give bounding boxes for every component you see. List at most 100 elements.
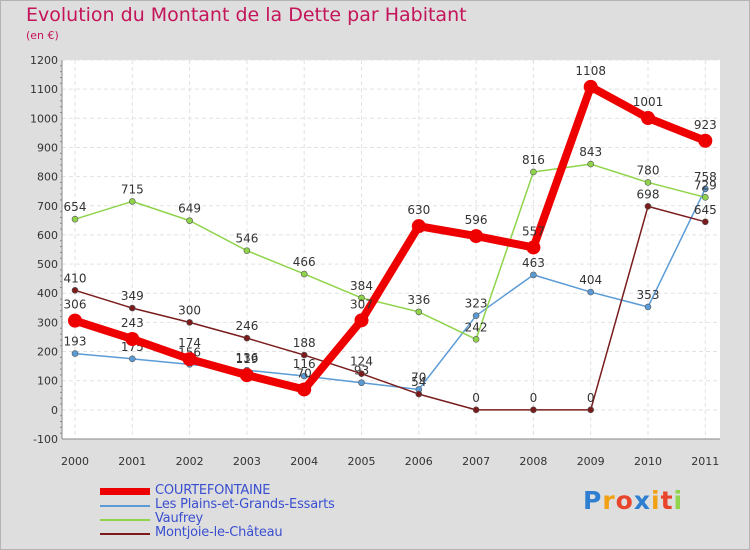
data-point	[469, 229, 484, 244]
logo-letter: i	[673, 486, 684, 515]
x-tick-label: 2003	[233, 455, 261, 468]
data-point	[530, 168, 537, 176]
y-tick-label: 900	[37, 141, 58, 154]
data-point	[129, 304, 136, 312]
y-tick-label: 400	[37, 287, 58, 300]
data-label: 596	[465, 213, 488, 227]
data-point	[472, 312, 480, 319]
data-point	[182, 352, 197, 367]
data-label: 923	[694, 118, 717, 132]
legend-swatch	[100, 505, 150, 507]
legend-item: Montjoie-le-Château	[100, 525, 420, 540]
logo-letter: P	[583, 486, 603, 515]
data-point	[411, 219, 426, 234]
y-tick-label: 0	[51, 404, 58, 417]
data-label: 466	[293, 255, 316, 269]
data-label: 300	[178, 303, 201, 317]
y-tick-label: 700	[37, 200, 58, 213]
data-point	[71, 287, 79, 294]
data-point	[186, 319, 193, 326]
data-label: 242	[465, 320, 488, 334]
data-label: 557	[522, 224, 545, 238]
chart-title: Evolution du Montant de la Dette par Hab…	[26, 4, 467, 26]
data-label: 136	[235, 351, 258, 365]
data-label: 116	[293, 357, 316, 371]
chart-subtitle: (en €)	[26, 29, 59, 42]
data-label: 630	[407, 203, 430, 217]
proxiti-logo: Proxiti	[583, 486, 683, 515]
x-tick-label: 2001	[118, 455, 146, 468]
data-label: 243	[121, 316, 144, 330]
y-tick-label: 1000	[30, 112, 58, 125]
data-point	[358, 294, 365, 302]
y-tick-label: 600	[37, 229, 58, 242]
legend-label: COURTEFONTAINE	[155, 483, 271, 498]
y-tick-label: -100	[33, 433, 58, 446]
legend-label: Vaufrey	[155, 511, 204, 526]
data-label: 729	[694, 178, 717, 192]
data-point	[698, 133, 713, 148]
logo-letter: o	[615, 486, 634, 515]
data-point	[472, 335, 480, 343]
data-point	[415, 308, 423, 316]
logo-letter: x	[633, 486, 651, 515]
x-tick-label: 2009	[577, 455, 605, 468]
plot-area	[62, 60, 720, 439]
data-label: 336	[407, 293, 430, 307]
data-point	[300, 372, 308, 380]
data-point	[583, 79, 598, 94]
legend-swatch	[100, 488, 150, 495]
x-tick-label: 2008	[519, 455, 547, 468]
data-point	[129, 355, 136, 363]
data-point	[587, 160, 595, 168]
data-label: 404	[579, 273, 602, 287]
data-point	[644, 303, 652, 311]
data-label: 698	[637, 187, 660, 201]
data-label: 0	[587, 391, 595, 405]
data-point	[71, 350, 79, 357]
data-point	[239, 368, 254, 383]
series-line	[74, 205, 706, 411]
data-point	[701, 185, 709, 193]
y-tick-label: 100	[37, 375, 58, 388]
data-point	[243, 247, 251, 254]
x-tick-label: 2005	[348, 455, 376, 468]
data-label: 649	[178, 202, 201, 216]
data-label: 174	[178, 336, 201, 350]
data-label: 384	[350, 279, 373, 293]
data-label: 124	[350, 355, 373, 369]
data-point	[587, 288, 595, 296]
data-point	[701, 218, 709, 226]
data-label: 0	[530, 391, 538, 405]
x-tick-label: 2002	[176, 455, 204, 468]
data-label: 758	[694, 170, 717, 184]
data-point	[71, 215, 79, 223]
y-tick-label: 1200	[30, 54, 58, 67]
data-point	[243, 334, 251, 342]
x-tick-label: 2000	[61, 455, 89, 468]
x-tick-label: 2006	[405, 455, 433, 468]
data-label: 0	[472, 391, 480, 405]
data-label: 353	[637, 288, 660, 302]
legend-label: Les Plains-et-Grands-Essarts	[155, 497, 335, 512]
data-point	[354, 313, 369, 328]
data-label: 306	[64, 298, 87, 312]
legend-label: Montjoie-le-Château	[155, 525, 283, 540]
data-label: 119	[235, 352, 258, 366]
legend-item: Vaufrey	[100, 511, 420, 526]
data-label: 654	[64, 200, 87, 214]
x-tick-label: 2004	[290, 455, 318, 468]
y-tick-label: 300	[37, 316, 58, 329]
series-line	[73, 82, 707, 394]
data-point	[701, 194, 709, 201]
data-label: 1108	[575, 64, 606, 78]
logo-letter: t	[660, 486, 674, 515]
x-tick-label: 2007	[462, 455, 490, 468]
data-point	[530, 271, 537, 279]
data-label: 715	[121, 182, 144, 196]
legend-item: Les Plains-et-Grands-Essarts	[100, 497, 420, 512]
logo-letter: r	[602, 486, 616, 515]
data-label: 307	[350, 297, 373, 311]
legend-swatch	[100, 519, 150, 521]
legend-item: COURTEFONTAINE	[100, 483, 420, 498]
